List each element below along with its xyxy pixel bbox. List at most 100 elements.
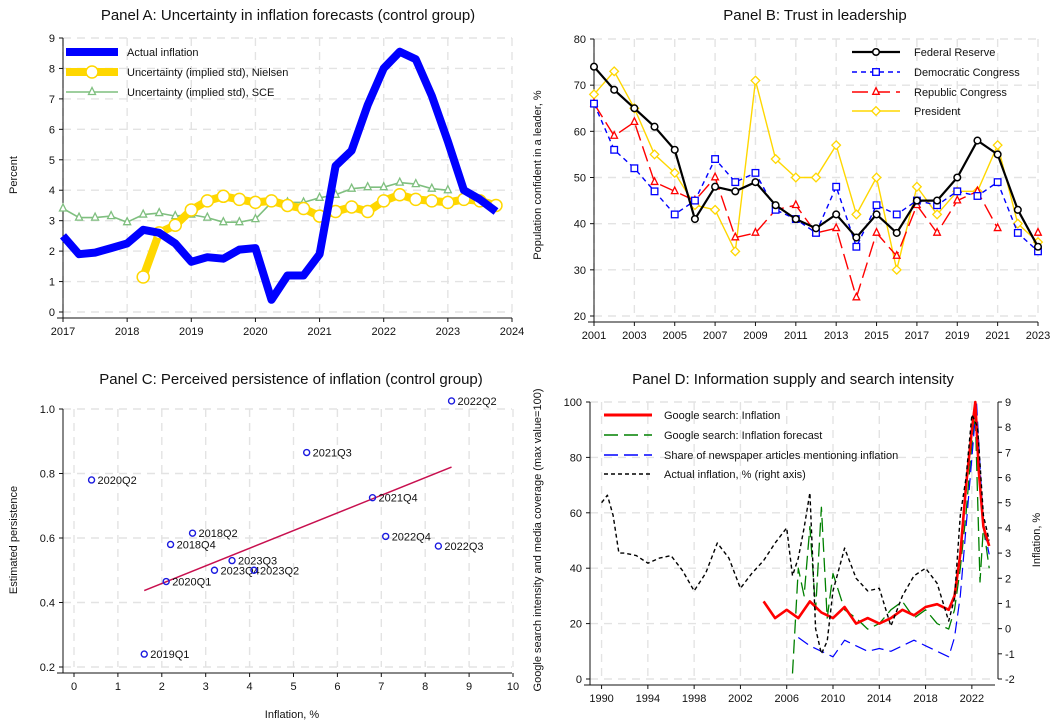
panel-a-series-2-point: [58, 202, 68, 212]
panel-b-series-3-point: [770, 153, 781, 165]
panel-b-series-3-point: [649, 149, 660, 160]
panel-b-ytick-label: 30: [574, 265, 586, 277]
legend-d-label-1: Google search: Inflation forecast: [664, 430, 822, 442]
panel-b-series-0-point: [751, 178, 760, 187]
panel-b-series-2-point: [670, 185, 680, 195]
panel-b-series-2-point: [730, 231, 740, 241]
panel-b-xtick-label: 2023: [1026, 330, 1050, 342]
panel-d-ytick-right-label: -2: [1005, 674, 1015, 686]
panel-d-ytick-right-label: 7: [1005, 447, 1011, 459]
panel-c-ytick-label: 0.4: [40, 598, 55, 610]
panel-b-xtick-label: 2021: [985, 330, 1009, 342]
panel-b-series-3-point: [931, 209, 943, 220]
panel-c-title: Panel C: Perceived persistence of inflat…: [99, 371, 483, 388]
panel-b-ytick-label: 40: [574, 219, 586, 231]
panel-a-series-2-point: [234, 216, 244, 226]
panel-d-ytick-right-label: 4: [1005, 523, 1011, 535]
panel-a-series-2-point: [202, 211, 212, 221]
panel-d-ytick-right-label: 2: [1005, 573, 1011, 585]
panel-a-series-1-point: [296, 201, 311, 216]
panel-d-xtick-label: 2018: [913, 693, 937, 705]
panel-b-series-1-point: [690, 196, 699, 205]
panel-b-series-1-point: [711, 155, 720, 163]
panel-d-ytick-label: 0: [576, 674, 582, 686]
panel-c-xtick-label: 2: [159, 681, 165, 693]
panel-b-xtick-label: 2003: [622, 330, 646, 342]
panel-a-ylabel: Percent: [8, 156, 20, 194]
panel-b-series-2-point: [872, 227, 881, 236]
panel-b-ytick-label: 70: [574, 80, 586, 92]
legend-a-marker-1: [85, 65, 99, 79]
panel-b-series-1-point: [892, 210, 901, 219]
panel-c-xtick-label: 5: [290, 681, 296, 693]
panel-b-xtick-label: 2015: [864, 330, 888, 342]
panel-b-series-2-point: [650, 176, 659, 186]
legend-b-marker-0: [871, 47, 881, 57]
panel-d-series-0-line: [762, 400, 991, 625]
panel-d-ytick-right-label: 3: [1005, 548, 1011, 560]
panel-a-series-2-point: [347, 182, 357, 192]
panel-c-xlabel: Inflation, %: [265, 709, 320, 721]
panel-b-series-0-point: [811, 224, 821, 233]
panel-c-point: [87, 476, 96, 484]
panel-b-xtick-label: 2001: [582, 330, 606, 342]
panel-b-series-1-point: [872, 201, 881, 210]
panel-a-series-1-point: [280, 198, 295, 213]
panel-b-series-0-point: [852, 233, 861, 242]
panel-c-xtick-label: 6: [334, 681, 340, 693]
panel-b-series-1-point: [731, 178, 740, 187]
panel-c-xtick-label: 10: [507, 681, 519, 693]
panel-c-point-label: 2020Q2: [98, 475, 137, 487]
panel-b-series-1-point: [751, 168, 760, 177]
panel-c-point: [434, 542, 443, 550]
panel-a-series-0-line: [59, 47, 499, 304]
legend-b-label-1: Democratic Congress: [914, 67, 1020, 79]
panel-b-series-0-point: [731, 187, 740, 196]
panel-c-point: [140, 650, 148, 658]
panel-b-series-2-point: [751, 227, 760, 236]
panel-a-series-2-point: [379, 181, 389, 191]
panel-b-series-0-point: [993, 150, 1002, 159]
panel-b-series-3-point: [709, 204, 721, 216]
panel-b-series-0-point: [953, 173, 962, 182]
panel-c-ylabel: Estimated persistence: [8, 486, 20, 594]
panel-a-series-1-point: [360, 204, 375, 219]
panel-d-ytick-right-label: 0: [1005, 624, 1011, 636]
panel-a-plot: 0 1 2 3 4 5 6 7 8 9 2017 2018 2019 2020 2021 2022 2023 20…: [49, 33, 524, 338]
panel-b-series-0-point: [973, 136, 982, 145]
panel-c-point-label: 2021Q4: [379, 493, 418, 505]
panel-d-ytick-right-label: 6: [1005, 473, 1011, 485]
panel-d-title: Panel D: Information supply and search i…: [632, 371, 954, 388]
panel-d-ytick-label: 80: [570, 452, 582, 464]
panel-d-xtick-label: 2002: [728, 693, 752, 705]
panel-b-series-3-point: [871, 172, 882, 183]
panel-a-ytick-label: 3: [49, 216, 55, 228]
panel-a-series-2-point: [74, 211, 84, 221]
panel-b-series-3-point: [730, 246, 741, 257]
panel-b-series-1-point: [610, 145, 619, 154]
panel-b-series-3-point: [608, 66, 620, 77]
panel-b-series-3-point: [992, 139, 1003, 151]
panel-b-series-0-point: [892, 228, 901, 237]
panel-a-series-1-point: [441, 195, 455, 210]
panel-a-series-2-point: [315, 191, 325, 201]
legend-b-label-3: President: [914, 106, 960, 118]
panel-b-xtick-label: 2019: [945, 330, 969, 342]
panel-d-series-1-line: [791, 415, 990, 674]
panel-c-ytick-label: 0.6: [40, 533, 55, 545]
panel-a-series-1-point: [344, 200, 359, 214]
legend-b-marker-2: [871, 86, 881, 95]
panel-b-series-2-point: [1033, 227, 1043, 236]
panel-a-ytick-label: 5: [49, 155, 55, 167]
panel-a-series-2-point: [411, 178, 421, 188]
panel-b-ytick-label: 20: [574, 311, 586, 323]
panel-b-series-0-point: [1033, 242, 1043, 251]
panel-d-xtick-label: 2010: [821, 693, 845, 705]
panel-d-ytick-label: 40: [570, 563, 582, 575]
panel-b-series-0-point: [690, 215, 699, 224]
panel-b-xtick-label: 2017: [905, 330, 929, 342]
panel-c-point-label: 2022Q2: [458, 396, 497, 408]
panel-b-series-0-point: [1013, 205, 1022, 214]
